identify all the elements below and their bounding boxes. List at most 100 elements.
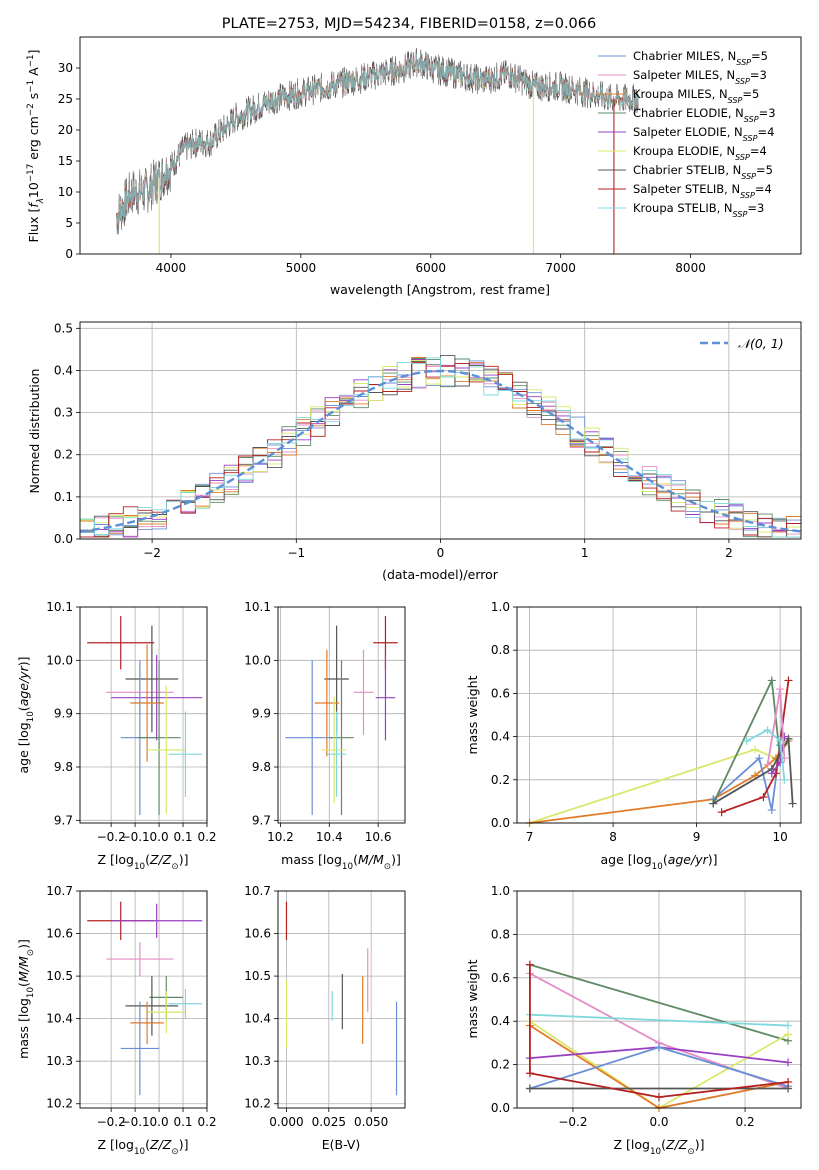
p2-xtick-label-3: 1 [581, 546, 589, 560]
p2-ytick-label-3: 0.3 [54, 406, 73, 420]
p6-xtick-label-4: 0.2 [197, 1115, 216, 1129]
p5-series-7-marker-0 [763, 760, 772, 769]
p8-xtick-label-1: 0.0 [649, 1115, 668, 1129]
p5-series-3-marker-0 [717, 808, 726, 817]
p5-series-0-marker-1 [751, 745, 760, 754]
p1-ytick-label-1: 5 [65, 216, 73, 230]
p1-ylabel: Flux [fλ10−17 erg cm−2 s−1 A−1] [26, 50, 46, 243]
p5-series-5-marker-2 [784, 734, 793, 743]
p4-xtick-label-1: 10.4 [316, 830, 343, 844]
p7-ytick-label-5: 10.7 [244, 884, 271, 898]
p2-ytick-label-0: 0.0 [54, 532, 73, 546]
p3-xtick-label-4: 0.2 [197, 830, 216, 844]
p2-ytick-label-2: 0.2 [54, 448, 73, 462]
p5-ytick-label-1: 0.2 [491, 773, 510, 787]
p5-ytick-label-0: 0.0 [491, 816, 510, 830]
p2-normal-curve [79, 369, 802, 533]
p8-ytick-label-5: 1.0 [491, 884, 510, 898]
p8-ytick-label-1: 0.2 [491, 1058, 510, 1072]
p1-model-6 [116, 53, 639, 228]
p1-model-8 [116, 53, 639, 225]
p7-ytick-label-3: 10.5 [244, 969, 271, 983]
p1-legend-label-4: Salpeter ELODIE, NSSP=4 [633, 125, 774, 143]
p3-xtick-label-2: 0.0 [150, 830, 169, 844]
p1-legend-label-8: Kroupa STELIB, NSSP=3 [633, 201, 764, 219]
p8-series-8-marker-3 [784, 1077, 793, 1086]
p1-xtick-label-1: 5000 [286, 261, 317, 275]
p8-series-7-marker-0 [525, 1084, 534, 1093]
p8-series-0 [529, 963, 789, 1042]
p1-ytick-label-6: 30 [58, 61, 73, 75]
p1-ytick-label-0: 0 [65, 247, 73, 261]
p1-xtick-label-2: 6000 [415, 261, 446, 275]
p2-ylabel: Normed distribution [27, 369, 42, 494]
p1-ytick-label-2: 10 [58, 185, 73, 199]
p4-xlabel: mass [log10(M/M⊙)] [281, 852, 401, 872]
p8-xtick-label-2: 0.2 [736, 1115, 755, 1129]
p5-ytick-label-4: 0.8 [491, 643, 510, 657]
p6-ytick-label-2: 10.4 [46, 1012, 73, 1026]
p2-ytick-label-4: 0.4 [54, 363, 73, 377]
p5-series-8-marker-2 [776, 736, 785, 745]
p5-series-3-marker-3 [784, 676, 793, 685]
p2-xtick-label-1: −1 [287, 546, 305, 560]
p2-xlabel: (data-model)/error [382, 567, 499, 582]
p8-series-8 [529, 964, 789, 1099]
p5-ytick-label-3: 0.6 [491, 686, 510, 700]
p5-xtick-label-1: 8 [609, 830, 617, 844]
p2-xtick-label-4: 2 [725, 546, 733, 560]
p3-ytick-label-2: 9.9 [54, 707, 73, 721]
p8-series-8-marker-0 [525, 960, 534, 969]
p1-ytick-label-5: 25 [58, 92, 73, 106]
p5-ytick-label-5: 1.0 [491, 600, 510, 614]
p8-series-8-marker-2 [655, 1093, 663, 1102]
p5-frame [516, 606, 802, 824]
p8-series-3-marker-2 [784, 1030, 793, 1039]
p1-ytick-label-4: 20 [58, 123, 73, 137]
p5-series-3-marker-1 [759, 793, 768, 802]
p1-xtick-label-3: 7000 [545, 261, 576, 275]
p3-xlabel: Z [log10(Z/Z⊙)] [98, 852, 189, 872]
p1-legend-label-6: Chabrier STELIB, NSSP=5 [633, 163, 773, 181]
p4-xtick-label-0: 10.2 [267, 830, 294, 844]
p3-frame [79, 606, 208, 824]
p6-xtick-label-2: 0.0 [150, 1115, 169, 1129]
p7-frame [277, 890, 406, 1109]
p5-series-8-marker-1 [763, 726, 772, 735]
p6-ytick-label-1: 10.3 [46, 1054, 73, 1068]
p6-ytick-label-0: 10.2 [46, 1097, 73, 1111]
p6-xtick-label-3: 0.1 [173, 1115, 192, 1129]
p5-series-8 [746, 729, 786, 780]
p1-legend-label-3: Chabrier ELODIE, NSSP=3 [633, 106, 776, 124]
p7-ytick-label-2: 10.4 [244, 1012, 271, 1026]
p1-xtick-label-4: 8000 [675, 261, 706, 275]
p5-series-2 [712, 745, 782, 811]
p1-xlabel: wavelength [Angstrom, rest frame] [330, 282, 550, 297]
p7-xlabel: E(B-V) [322, 1137, 361, 1152]
p1-legend-label-1: Salpeter MILES, NSSP=3 [633, 68, 767, 86]
p1-legend-label-5: Kroupa ELODIE, NSSP=4 [633, 144, 767, 162]
p6-ytick-label-3: 10.5 [46, 969, 73, 983]
p8-ytick-label-3: 0.6 [491, 971, 510, 985]
p1-xtick-label-0: 4000 [156, 261, 187, 275]
p7-ytick-label-1: 10.3 [244, 1054, 271, 1068]
p1-ytick-label-3: 15 [58, 154, 73, 168]
p6-ytick-label-4: 10.6 [46, 927, 73, 941]
p5-xlabel: age [log10(age/yr)] [600, 852, 717, 872]
p7-xtick-label-1: 0.025 [312, 1115, 346, 1129]
p2-histogram-8 [80, 357, 801, 538]
p3-ytick-label-1: 9.8 [54, 760, 73, 774]
p2-ytick-label-1: 0.1 [54, 490, 73, 504]
p5-xtick-label-0: 7 [526, 830, 534, 844]
p4-ytick-label-3: 10.0 [244, 653, 271, 667]
p6-frame [79, 890, 208, 1109]
p5-xtick-label-3: 10 [772, 830, 787, 844]
p8-ytick-label-4: 0.8 [491, 927, 510, 941]
p8-frame [516, 890, 802, 1109]
p6-ytick-label-5: 10.7 [46, 884, 73, 898]
p4-frame [277, 606, 406, 824]
p5-series-2-marker-2 [767, 806, 776, 815]
p4-ytick-label-1: 9.8 [252, 760, 271, 774]
p6-xtick-label-1: −0.1 [121, 1115, 150, 1129]
